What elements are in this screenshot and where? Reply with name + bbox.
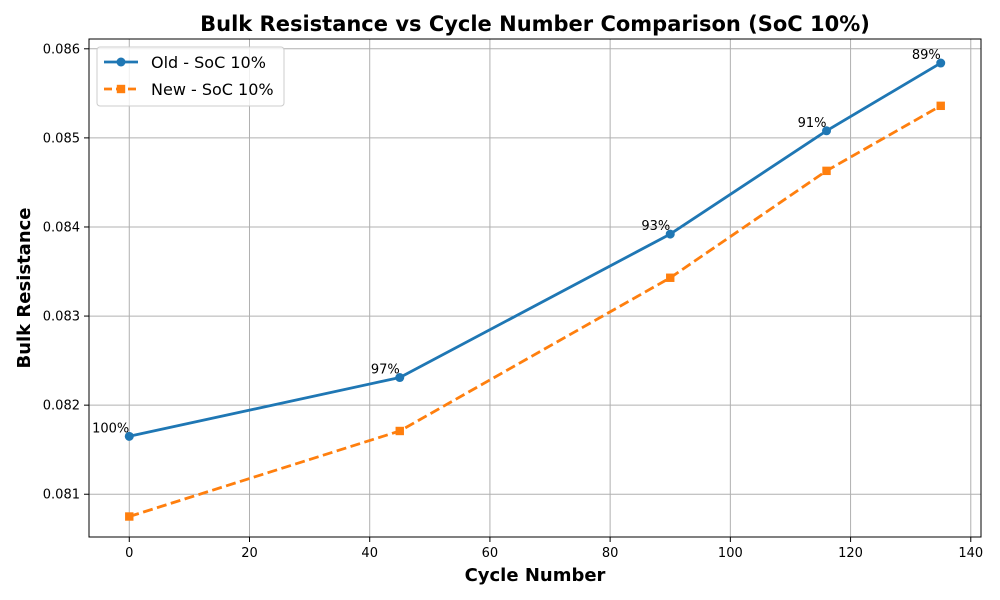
x-tick-label: 20 — [241, 546, 258, 561]
y-tick-label: 0.084 — [43, 220, 80, 235]
series-new — [125, 101, 945, 521]
grid — [89, 39, 981, 537]
x-tick-label: 100 — [718, 546, 743, 561]
x-tick-label: 140 — [958, 546, 983, 561]
legend-frame — [96, 46, 285, 107]
data-point — [125, 512, 134, 521]
data-point — [822, 126, 832, 136]
x-tick-label: 0 — [125, 546, 133, 561]
ticks: 0 20 40 60 80 100 120 140 0.081 0.082 0.083 0.084 0.… — [43, 42, 983, 561]
series-line — [128, 104, 942, 518]
legend: Old - SoC 10% New - SoC 10% — [96, 46, 285, 107]
x-tick-label: 80 — [602, 546, 619, 561]
data-label: 100% — [92, 421, 129, 436]
data-label: 91% — [798, 116, 827, 131]
y-tick-label: 0.081 — [43, 488, 80, 503]
data-point — [936, 101, 945, 111]
x-tick-label: 40 — [361, 546, 378, 561]
y-tick-label: 0.083 — [43, 310, 80, 325]
legend-marker — [116, 84, 126, 94]
legend-marker — [116, 57, 126, 67]
chart-title: Bulk Resistance vs Cycle Number Comparis… — [200, 12, 870, 36]
legend-label: Old - SoC 10% — [151, 53, 266, 72]
data-point — [666, 273, 675, 282]
data-point — [124, 431, 134, 441]
y-tick-label: 0.085 — [43, 131, 80, 146]
data-point — [395, 426, 404, 436]
data-point — [665, 229, 675, 239]
x-tick-label: 60 — [482, 546, 499, 561]
x-tick-label: 120 — [838, 546, 863, 561]
y-axis-label: Bulk Resistance — [14, 207, 35, 368]
data-label: 97% — [371, 363, 400, 378]
x-axis-label: Cycle Number — [465, 565, 606, 586]
y-tick-label: 0.086 — [43, 42, 80, 57]
legend-label: New - SoC 10% — [151, 80, 274, 99]
data-label: 89% — [912, 48, 941, 63]
data-point — [936, 58, 946, 68]
series-layer — [124, 58, 946, 521]
data-label: 93% — [641, 219, 670, 234]
data-point — [822, 166, 831, 176]
y-tick-label: 0.082 — [43, 399, 80, 414]
data-point — [395, 373, 405, 383]
annotations: 100% 97% 93% 91% 89% — [92, 48, 941, 436]
plot-frame — [88, 38, 982, 538]
series-old — [124, 58, 946, 441]
